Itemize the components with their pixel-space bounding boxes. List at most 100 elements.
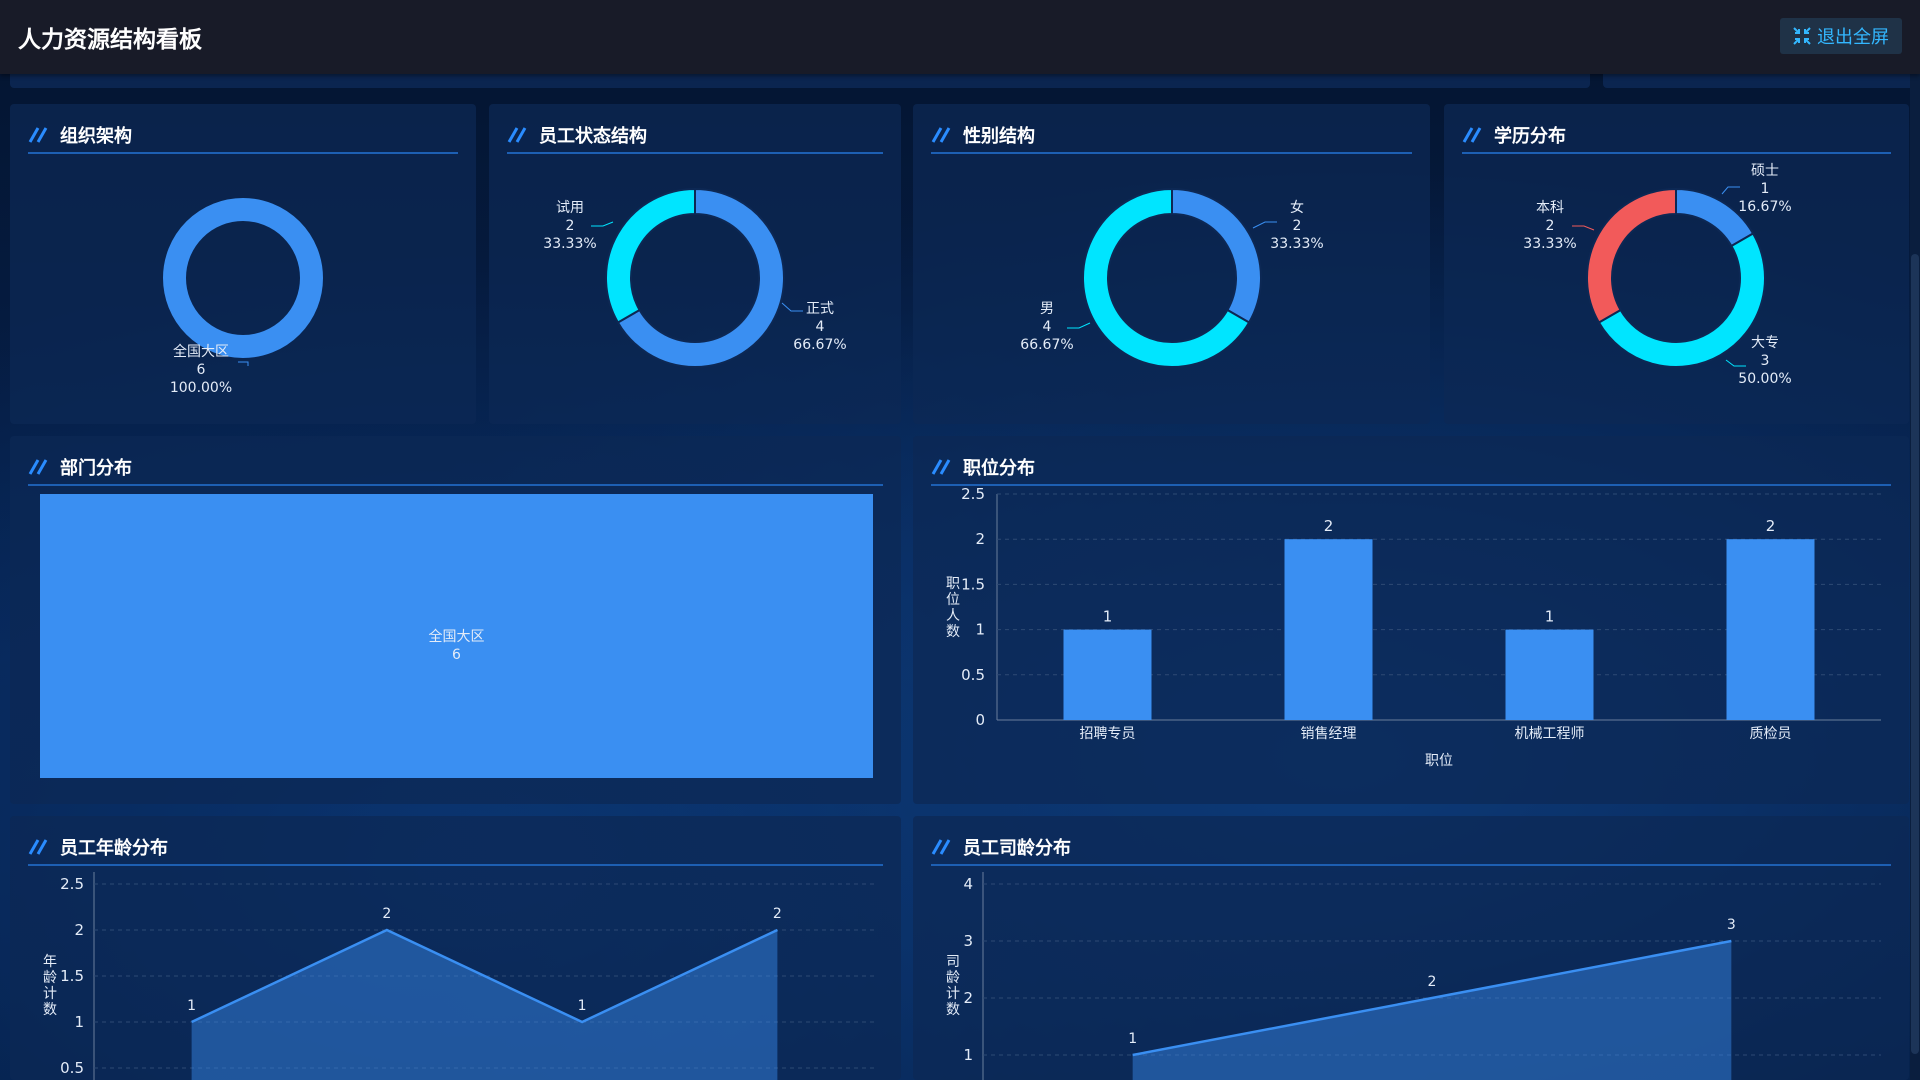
x-axis-title: 职位 bbox=[1425, 753, 1453, 769]
area-fill bbox=[1132, 941, 1732, 1080]
donut-label-value: 2 bbox=[1293, 218, 1302, 234]
donut-slice-3 bbox=[1586, 187, 1677, 324]
donut-slice-2 bbox=[1082, 187, 1251, 368]
donut-label-value: 3 bbox=[1761, 353, 1770, 369]
y-tick-label: 4 bbox=[963, 875, 973, 893]
y-tick-label: 1 bbox=[975, 621, 985, 639]
double-slash-icon bbox=[931, 839, 951, 855]
y-tick-label: 2 bbox=[975, 530, 985, 548]
treemap-cell bbox=[40, 494, 873, 778]
double-slash-icon bbox=[28, 459, 48, 475]
area-line bbox=[191, 928, 778, 1024]
donut-label-name: 男 bbox=[1040, 301, 1054, 317]
donut-label-name: 大专 bbox=[1751, 335, 1779, 351]
donut-label-value: 4 bbox=[1043, 319, 1052, 335]
y-tick-label: 1.5 bbox=[60, 967, 84, 985]
donut-label-line bbox=[1725, 359, 1746, 367]
donut-label-percent: 33.33% bbox=[1270, 236, 1323, 252]
y-tick-label: 2.5 bbox=[961, 485, 985, 503]
panel-header: 员工年龄分布 bbox=[28, 830, 883, 866]
bar-value-label: 1 bbox=[1103, 608, 1113, 626]
x-tick-label: 质检员 bbox=[1750, 726, 1792, 742]
panel-title: 职位分布 bbox=[963, 458, 1035, 479]
y-axis-title: 职位人数 bbox=[946, 576, 960, 640]
panel-org: 组织架构 全国大区 6 100.00% bbox=[10, 104, 476, 424]
filter-strip-right bbox=[1603, 74, 1919, 88]
panel-title: 员工年龄分布 bbox=[60, 838, 168, 859]
donut-label-percent: 16.67% bbox=[1738, 199, 1791, 215]
donut-slice-2 bbox=[605, 187, 696, 324]
donut-label-percent: 66.67% bbox=[1020, 337, 1073, 353]
donut-slice-1 bbox=[1171, 187, 1262, 324]
point-value-label: 1 bbox=[578, 998, 587, 1014]
scrollbar-track[interactable] bbox=[1910, 74, 1920, 1080]
scrollbar-thumb[interactable] bbox=[1911, 254, 1919, 1054]
panel-position: 职位分布 0 0.5 1 1.5 2 2.5 1 招聘专员 2 销售经理 1 机械工程师 2 质检员 职位 职… bbox=[913, 436, 1909, 804]
donut-label-percent: 33.33% bbox=[1523, 236, 1576, 252]
donut-label-line bbox=[238, 361, 249, 366]
donut-slice-1 bbox=[616, 187, 785, 368]
donut-label-name: 正式 bbox=[806, 301, 834, 317]
donut-label-line bbox=[1572, 225, 1595, 231]
y-tick-label: 3 bbox=[963, 932, 973, 950]
panel-department: 部门分布 全国大区 6 bbox=[10, 436, 901, 804]
y-axis-title: 司龄计数 bbox=[946, 954, 960, 1018]
age-area-chart: 0.5 1 1.5 2 2.5 1 2 1 2 年龄计数 bbox=[43, 872, 875, 1080]
donut-label-line bbox=[1067, 322, 1091, 329]
donut-label-line bbox=[781, 302, 803, 312]
panel-title: 员工状态结构 bbox=[539, 126, 647, 147]
y-tick-label: 2 bbox=[963, 989, 973, 1007]
treemap-label-value: 6 bbox=[452, 647, 461, 663]
donut-label-percent: 33.33% bbox=[543, 236, 596, 252]
donut-slice-1 bbox=[1675, 187, 1755, 248]
point-value-label: 2 bbox=[1428, 974, 1437, 990]
panel-title: 性别结构 bbox=[963, 126, 1035, 147]
status-donut-chart: 正式 4 66.67% 试用 2 33.33% bbox=[543, 187, 847, 368]
exit-fullscreen-label: 退出全屏 bbox=[1817, 27, 1889, 48]
donut-label-value: 2 bbox=[1546, 218, 1555, 234]
panel-title: 部门分布 bbox=[60, 458, 132, 479]
bar bbox=[1726, 539, 1815, 720]
donut-label-line bbox=[1252, 221, 1277, 229]
panel-age: 员工年龄分布 0.5 1 1.5 2 2.5 1 2 1 2 年龄计数 bbox=[10, 816, 901, 1080]
y-tick-label: 1 bbox=[963, 1046, 973, 1064]
donut-label-name: 硕士 bbox=[1751, 163, 1779, 179]
panel-title: 学历分布 bbox=[1494, 126, 1566, 147]
donut-label-value: 6 bbox=[197, 362, 206, 378]
double-slash-icon bbox=[28, 839, 48, 855]
panel-gender: 性别结构 女 2 33.33% 男 4 66.67% bbox=[913, 104, 1430, 424]
point-value-label: 2 bbox=[382, 906, 391, 922]
app-title: 人力资源结构看板 bbox=[18, 27, 202, 53]
donut-label-percent: 100.00% bbox=[170, 380, 232, 396]
donut-label-name: 试用 bbox=[556, 200, 584, 216]
panel-header: 员工状态结构 bbox=[507, 118, 883, 154]
y-tick-label: 2 bbox=[74, 921, 84, 939]
panel-title: 员工司龄分布 bbox=[963, 838, 1071, 859]
point-value-label: 3 bbox=[1727, 917, 1736, 933]
point-value-label: 1 bbox=[187, 998, 196, 1014]
y-tick-label: 0 bbox=[975, 711, 985, 729]
panel-header: 学历分布 bbox=[1462, 118, 1891, 154]
donut-slice-2 bbox=[1597, 232, 1766, 368]
y-tick-label: 2.5 bbox=[60, 875, 84, 893]
bar-value-label: 1 bbox=[1545, 608, 1555, 626]
point-value-label: 1 bbox=[1128, 1031, 1137, 1047]
panel-tenure: 员工司龄分布 1 2 3 4 1 2 3 司龄计数 bbox=[913, 816, 1909, 1080]
department-treemap: 全国大区 6 bbox=[40, 494, 873, 778]
panel-header: 部门分布 bbox=[28, 450, 883, 486]
bar-value-label: 2 bbox=[1324, 517, 1334, 535]
bar-value-label: 2 bbox=[1766, 517, 1776, 535]
y-tick-label: 1.5 bbox=[961, 575, 985, 593]
area-fill bbox=[191, 930, 778, 1080]
donut-label-value: 1 bbox=[1761, 181, 1770, 197]
bar bbox=[1063, 629, 1152, 720]
bar bbox=[1505, 629, 1594, 720]
panel-education: 学历分布 硕士 1 16.67% 大专 3 50.00% 本科 2 33.33% bbox=[1444, 104, 1909, 424]
x-tick-label: 招聘专员 bbox=[1080, 726, 1136, 742]
bar bbox=[1284, 539, 1373, 720]
double-slash-icon bbox=[931, 459, 951, 475]
donut-label-percent: 50.00% bbox=[1738, 371, 1791, 387]
exit-fullscreen-button[interactable]: 退出全屏 bbox=[1780, 18, 1902, 54]
double-slash-icon bbox=[931, 127, 951, 143]
y-tick-label: 0.5 bbox=[961, 666, 985, 684]
